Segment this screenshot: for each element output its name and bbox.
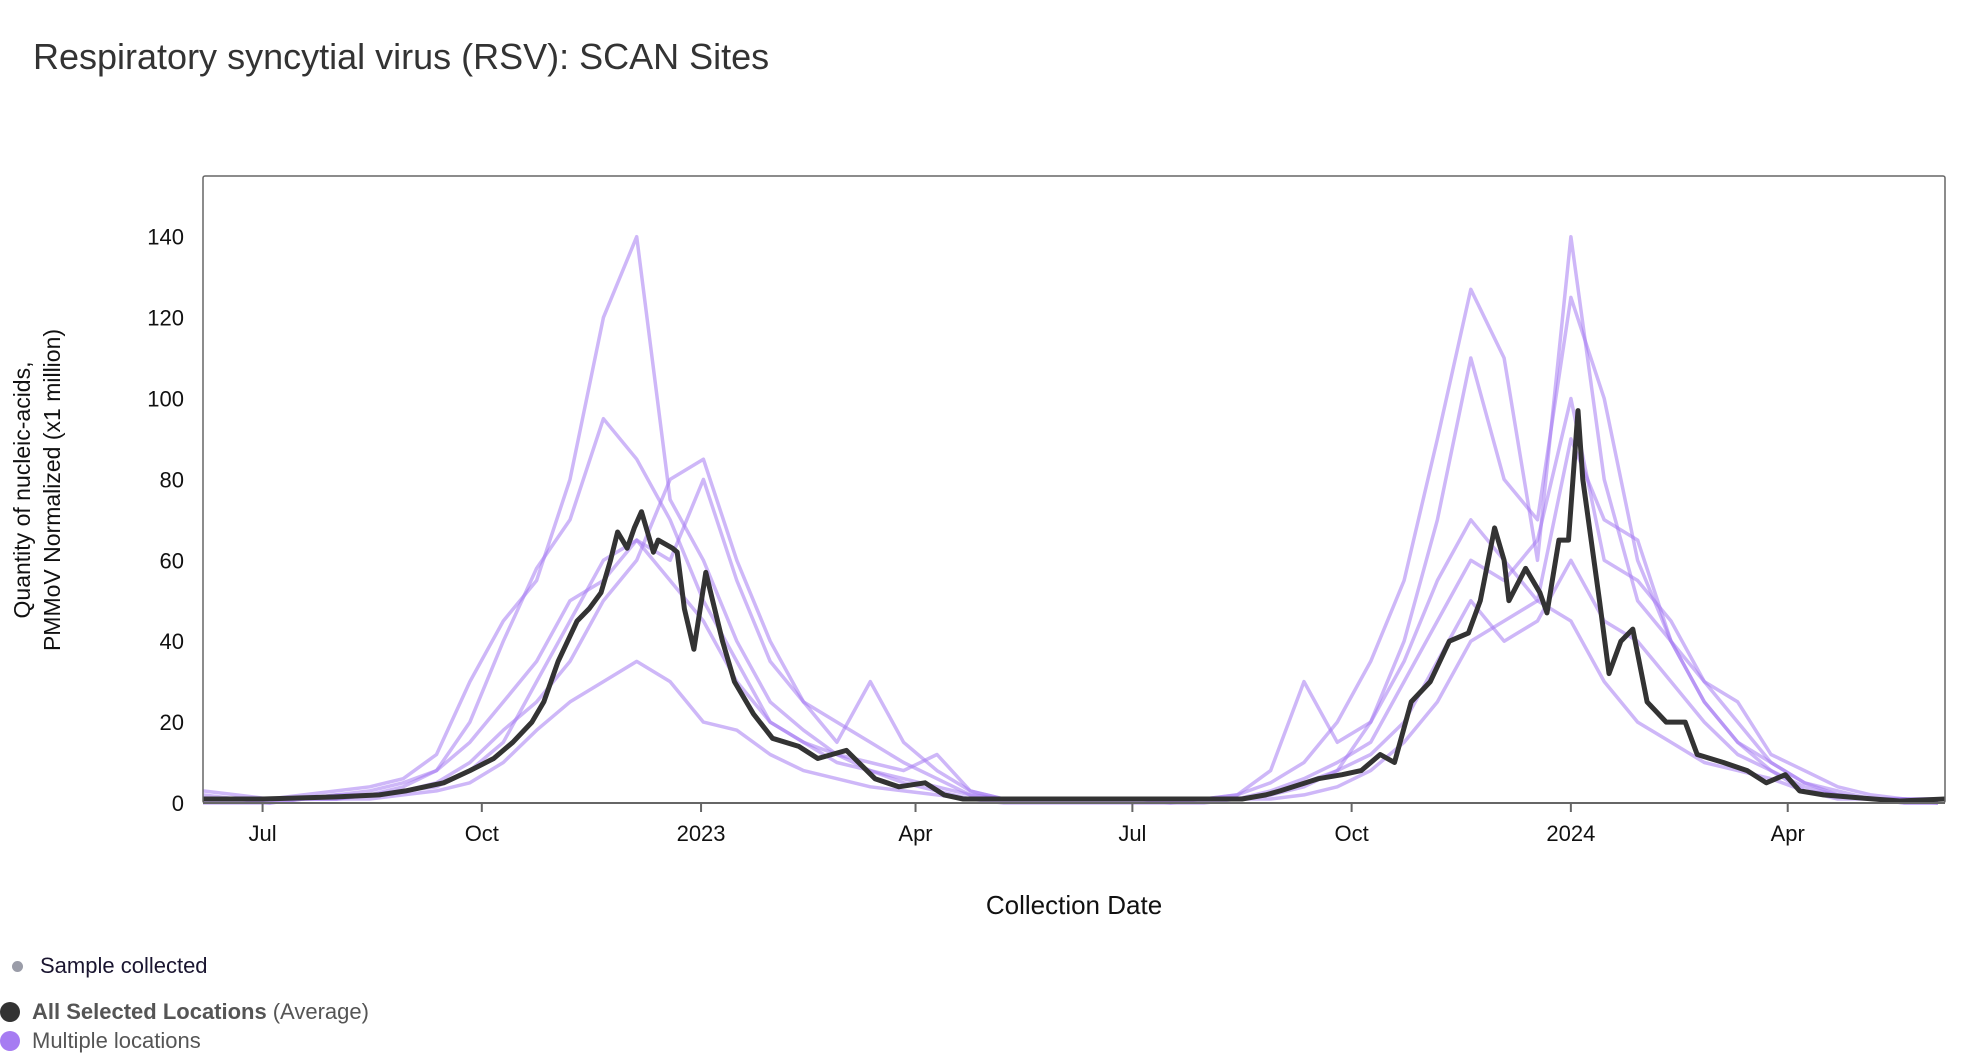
x-tick-label: Jul	[1118, 821, 1146, 846]
x-axis-label: Collection Date	[986, 890, 1162, 920]
y-axis-label-line2: PMMoV Normalized (x1 million)	[39, 329, 65, 651]
sample-dot-icon	[12, 960, 23, 972]
x-tick-label: Oct	[1335, 821, 1369, 846]
y-tick-label: 140	[147, 225, 184, 250]
x-tick-label: Apr	[898, 821, 932, 846]
y-axis-ticks: 0 20 40 60 80 100 120 140	[147, 225, 184, 816]
location-line-6[interactable]	[203, 477, 1938, 805]
average-line[interactable]	[203, 408, 1946, 804]
y-axis-label-line1: Quantity of nucleic-acids,	[9, 362, 35, 619]
x-tick-label: 2023	[677, 821, 726, 846]
legend-sample-collected: Sample collected	[12, 953, 208, 979]
legend-locations-label: Multiple locations	[32, 1028, 201, 1053]
y-tick-label: 120	[147, 306, 184, 331]
legend-average[interactable]: All Selected Locations (Average)	[0, 999, 369, 1025]
y-tick-label: 60	[160, 548, 184, 573]
x-tick-label: Oct	[465, 821, 499, 846]
location-line-1[interactable]	[202, 234, 1938, 801]
y-tick-label: 40	[160, 629, 184, 654]
legend-sample-label: Sample collected	[40, 953, 208, 978]
chart-title: Respiratory syncytial virus (RSV): SCAN …	[33, 36, 770, 77]
location-lines	[202, 234, 1939, 805]
average-line-group	[203, 408, 1946, 804]
x-tick-label: 2024	[1546, 821, 1595, 846]
y-tick-label: 80	[160, 467, 184, 492]
x-tick-label: Apr	[1771, 821, 1805, 846]
legend-multiple-locations[interactable]: Multiple locations	[0, 1028, 201, 1054]
x-tick-label: Jul	[249, 821, 277, 846]
y-tick-label: 100	[147, 386, 184, 411]
plot-frame	[202, 175, 1946, 804]
location-line-3[interactable]	[202, 396, 1938, 801]
legend-average-label: All Selected Locations	[32, 999, 267, 1024]
location-line-2[interactable]	[203, 295, 1939, 805]
legend-average-suffix: (Average)	[272, 999, 369, 1024]
locations-dot-icon	[0, 1031, 20, 1051]
y-tick-label: 20	[160, 710, 184, 735]
x-axis-ticks: Jul Oct 2023 Apr Jul Oct 2024 Apr	[249, 803, 1805, 846]
average-dot-icon	[0, 1002, 20, 1022]
y-tick-label: 0	[172, 791, 184, 816]
